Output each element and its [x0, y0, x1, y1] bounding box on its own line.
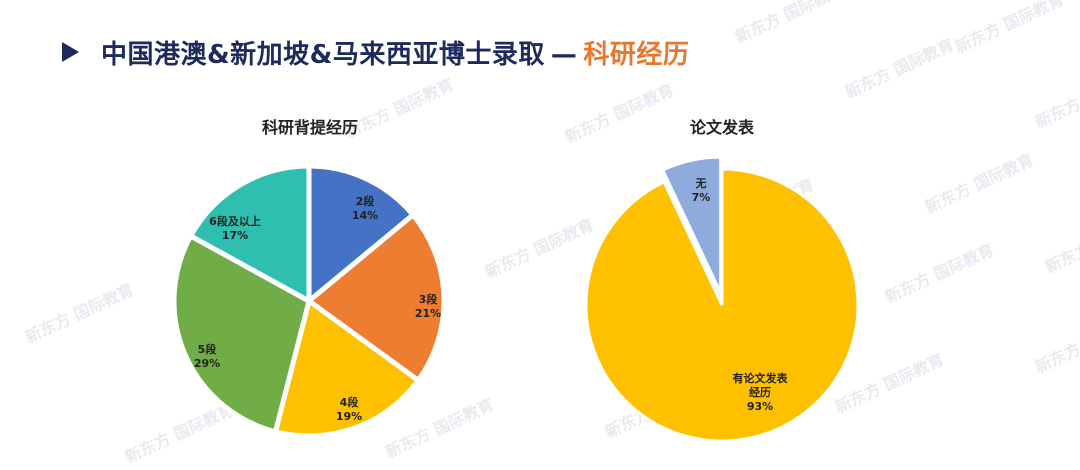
chart-title-papers: 论文发表 — [689, 118, 754, 137]
pie-slice-0-2 — [272, 296, 422, 439]
title-dash: — — [550, 39, 578, 70]
page-header: 中国港澳&新加坡&马来西亚博士录取 — 科研经历 — [62, 30, 689, 74]
title-main: 中国港澳&新加坡&马来西亚博士录取 — [101, 39, 545, 70]
slice-label-0-2: 4段 19% — [336, 395, 362, 423]
pie-slice-0-1 — [304, 211, 447, 384]
pie-slice-1-0 — [584, 167, 860, 443]
slice-label-0-0: 2段 14% — [352, 194, 378, 222]
slice-label-0-1: 3段 21% — [415, 292, 441, 320]
slice-label-1-0: 有论文发表经历 93% — [733, 371, 789, 413]
slice-label-1-1: 无 7% — [692, 177, 711, 204]
pie-slice-0-4 — [187, 163, 312, 306]
pie-slice-1-1 — [660, 155, 723, 294]
chart-title-research: 科研背提经历 — [261, 118, 358, 137]
play-arrow-icon — [62, 42, 79, 62]
page-title: 中国港澳&新加坡&马来西亚博士录取 — 科研经历 — [101, 34, 689, 71]
slice-label-0-4: 6段及以上 17% — [209, 214, 261, 242]
pie-slice-0-0 — [306, 163, 417, 307]
title-accent: 科研经历 — [583, 39, 690, 70]
slice-label-0-3: 5段 29% — [194, 342, 220, 370]
